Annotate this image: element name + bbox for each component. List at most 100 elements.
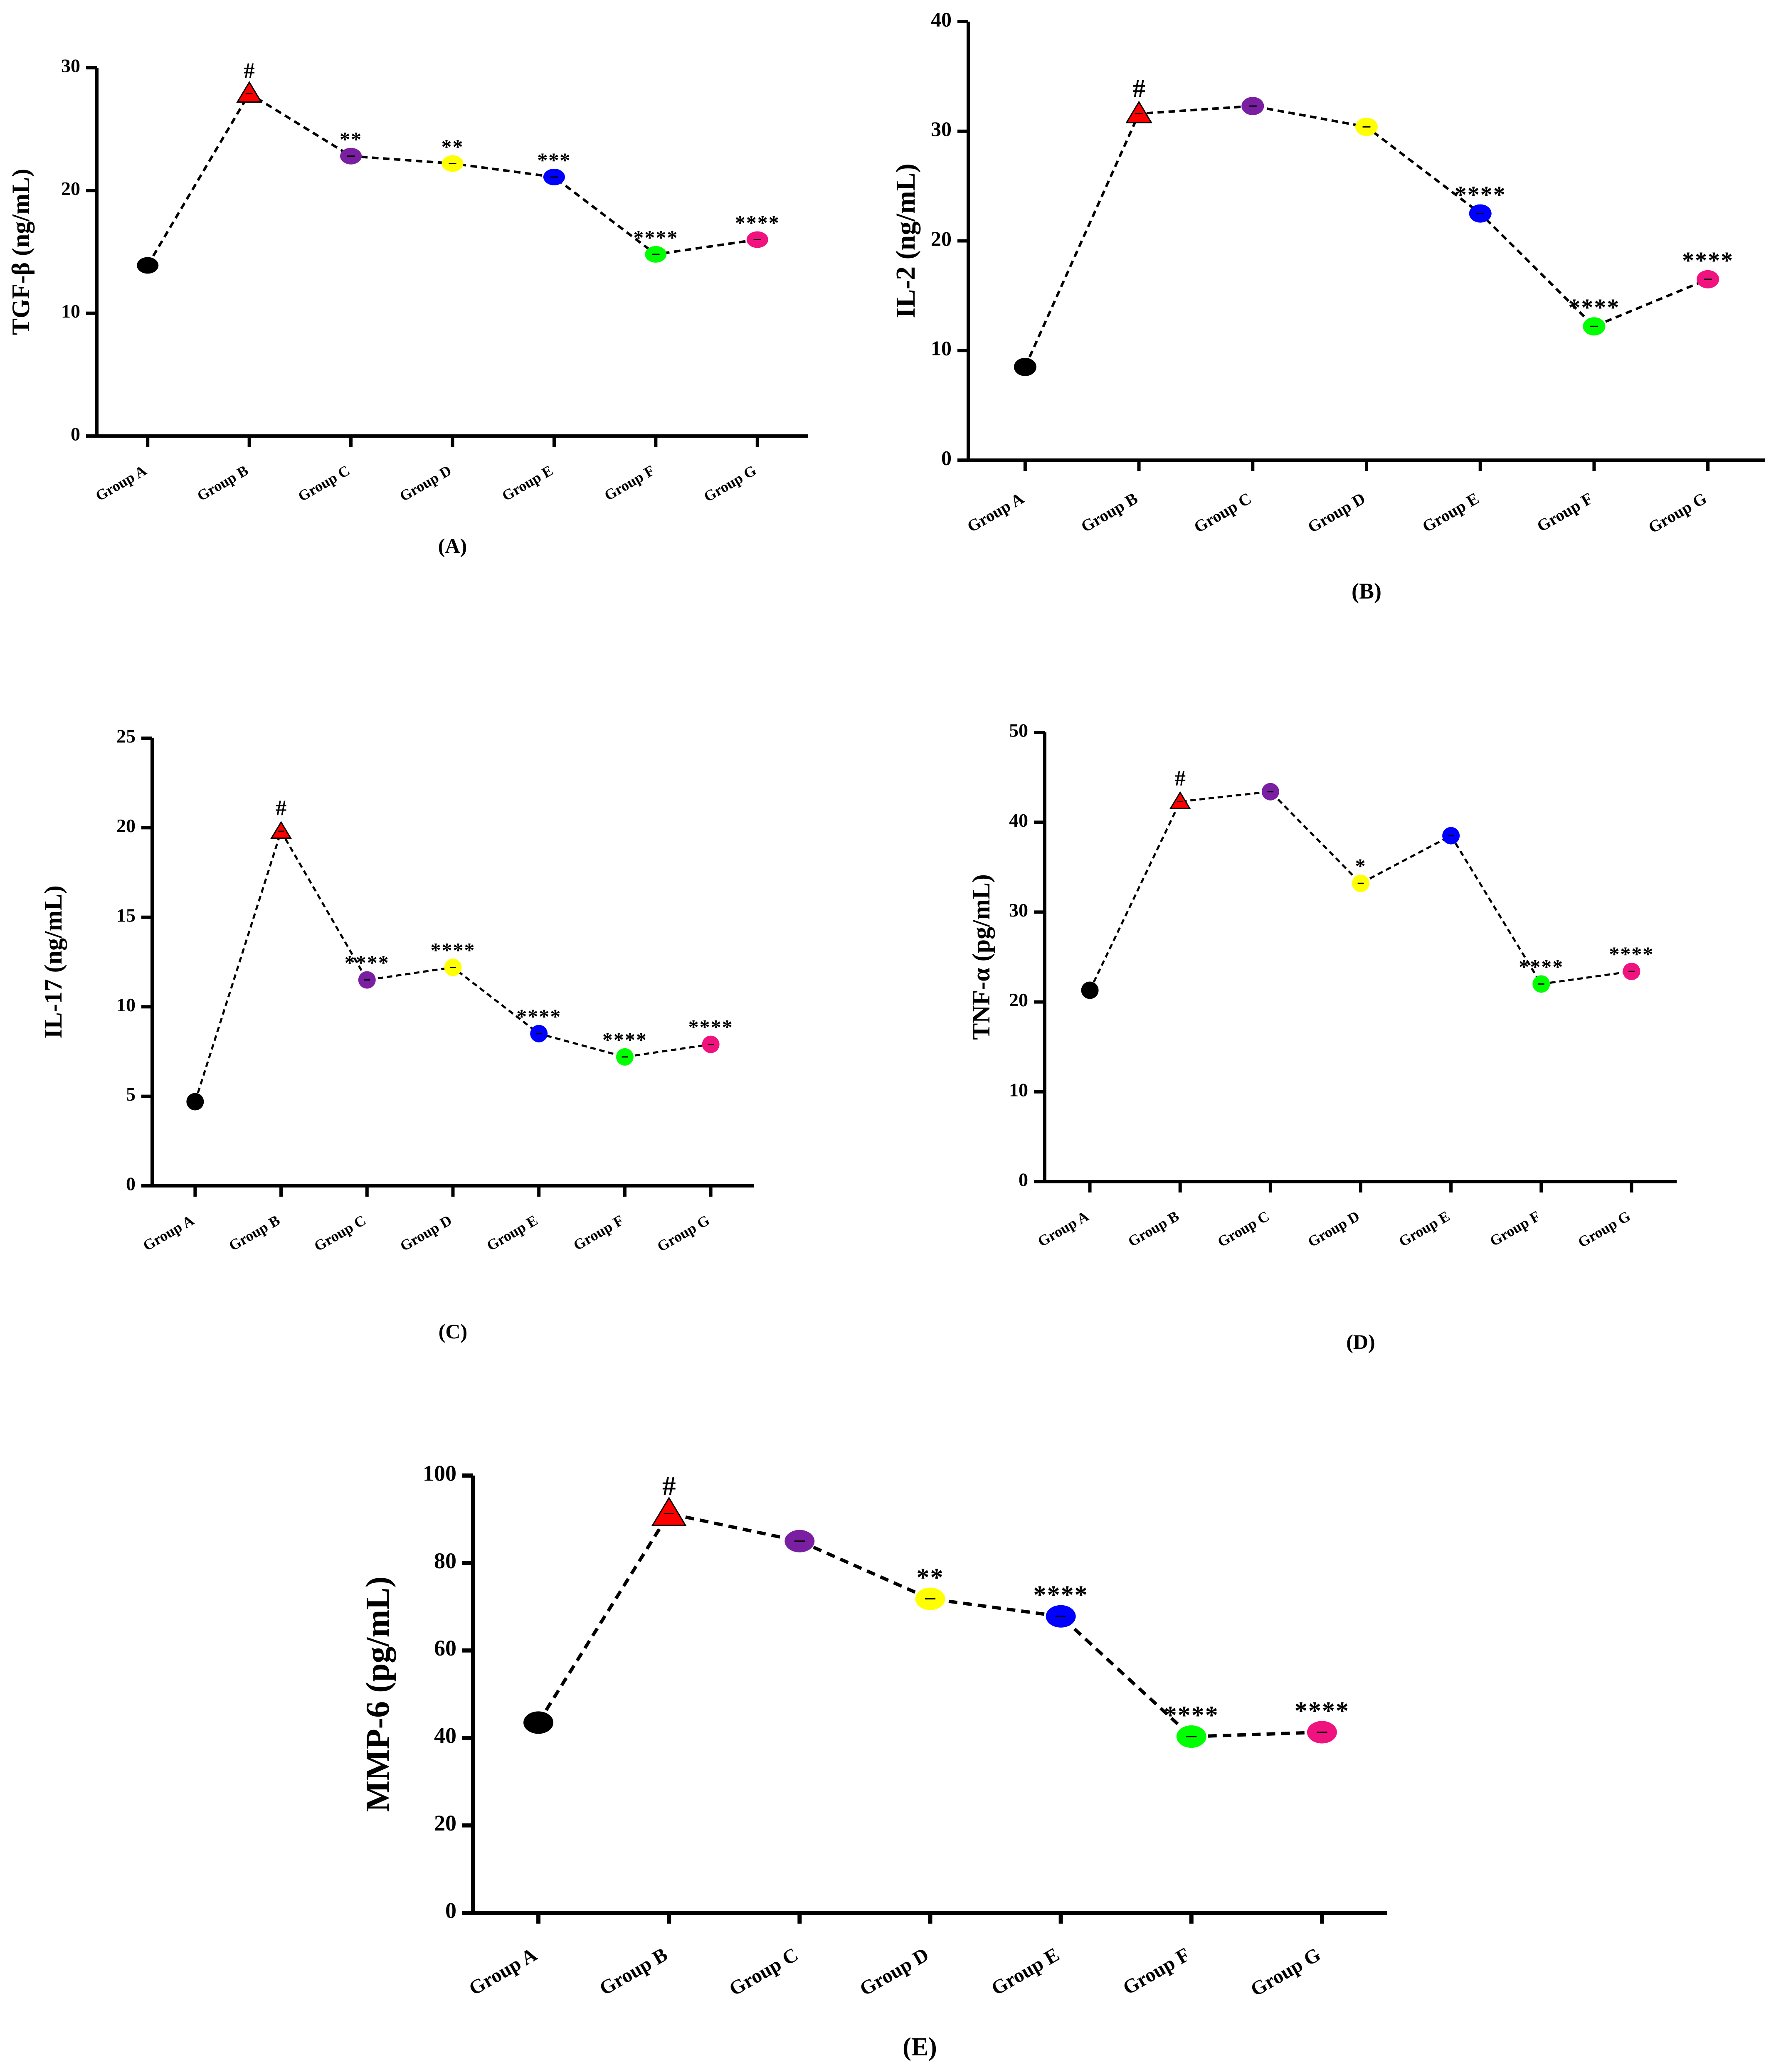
significance-label: ****: [1682, 247, 1734, 274]
y-tick-label: 10: [61, 301, 80, 322]
data-point-group-b: [270, 821, 292, 839]
x-tick-label: Group B: [1078, 489, 1141, 536]
significance-label: ****: [602, 1028, 647, 1051]
significance-label: ****: [735, 211, 780, 234]
data-point-group-b: [236, 81, 262, 103]
significance-label: ****: [1568, 294, 1620, 321]
x-tick-label: Group D: [856, 1944, 932, 2001]
y-tick-label: 10: [931, 337, 952, 360]
significance-label: ****: [688, 1015, 733, 1039]
y-axis-label: IL-17 (ng/mL): [39, 885, 67, 1038]
y-tick-label: 30: [61, 55, 80, 76]
x-tick-label: Group E: [987, 1944, 1063, 2000]
significance-label: **: [442, 135, 464, 158]
chart-panel-b: 0 10 20 30 40 Group A Group B Group C Group D Gro…: [890, 7, 1765, 604]
y-axis-label: TGF-β (ng/mL): [7, 169, 35, 335]
y-tick-label: 0: [71, 424, 80, 445]
x-tick-label: Group A: [140, 1212, 197, 1254]
y-tick-label: 25: [116, 726, 136, 747]
significance-label: ****: [1609, 942, 1654, 966]
x-tick-label: Group C: [1191, 489, 1255, 537]
significance-label: ****: [1295, 1697, 1349, 1725]
y-tick-label: 15: [116, 904, 136, 926]
y-tick-label: 30: [931, 117, 952, 140]
significance-label: **: [340, 128, 362, 151]
x-tick-label: Group F: [602, 462, 658, 504]
x-tick-label: Group A: [93, 462, 149, 504]
x-tick-label: Group G: [1247, 1944, 1324, 2001]
x-tick-label: Group D: [397, 1212, 454, 1254]
x-tick-label: Group E: [1396, 1207, 1453, 1250]
chart-panel-a: 0 10 20 30 Group A Group B Group C Group D Group…: [7, 55, 808, 557]
y-tick-label: 30: [1009, 899, 1028, 921]
x-tick-label: Group C: [1215, 1207, 1272, 1250]
panel-label-a: (A): [438, 534, 467, 557]
significance-label: ****: [431, 938, 476, 961]
x-tick-label: Group B: [226, 1212, 283, 1254]
y-tick-label: 0: [126, 1173, 136, 1195]
chart-panel-e: 0 20 40 60 80 100 Group A Group B Group C Group D…: [360, 1461, 1387, 2061]
y-axis-label: MMP-6 (pg/mL): [360, 1577, 396, 1812]
significance-label: #: [244, 59, 255, 83]
y-tick-label: 20: [1009, 989, 1028, 1010]
x-tick-label: Group G: [701, 462, 759, 505]
data-point-group-b: [651, 1496, 687, 1526]
y-tick-label: 20: [116, 815, 136, 836]
x-tick-label: Group E: [1419, 489, 1482, 536]
significance-label: ****: [516, 1005, 561, 1028]
x-tick-label: Group A: [964, 489, 1027, 536]
x-tick-label: Group E: [484, 1212, 540, 1254]
chart-panel-c: 0 5 10 15 20 25 Group A Group B Group C Group D Gr…: [39, 726, 754, 1343]
y-tick-label: 20: [931, 227, 952, 250]
x-tick-label: Group G: [1575, 1207, 1633, 1251]
y-tick-label: 20: [61, 178, 80, 199]
y-axis-label: IL-2 (ng/mL): [890, 163, 921, 318]
significance-label: ****: [1034, 1581, 1088, 1609]
y-axis-label: TNF-α (pg/mL): [967, 874, 995, 1040]
x-tick-label: Group F: [1487, 1207, 1543, 1249]
series-line: [1024, 105, 1709, 368]
significance-label: ****: [633, 226, 678, 249]
significance-label: ****: [345, 951, 390, 974]
y-tick-label: 0: [1019, 1169, 1028, 1190]
x-tick-label: Group D: [1305, 489, 1369, 537]
y-tick-label: 10: [116, 994, 136, 1015]
y-tick-label: 20: [434, 1811, 456, 1835]
x-tick-label: Group B: [596, 1944, 671, 2000]
x-tick-label: Group A: [465, 1943, 541, 2000]
panel-label-b: (B): [1352, 579, 1381, 604]
x-tick-label: Group B: [194, 462, 251, 504]
y-tick-label: 40: [931, 7, 952, 31]
x-tick-label: Group C: [311, 1212, 369, 1254]
y-tick-label: 40: [434, 1723, 456, 1748]
x-tick-label: Group G: [1645, 489, 1710, 537]
x-tick-label: Group E: [499, 462, 556, 504]
significance-label: ****: [1519, 955, 1564, 978]
panel-label-c: (C): [439, 1320, 467, 1343]
data-point-group-b: [1169, 791, 1191, 809]
x-tick-label: Group D: [1305, 1207, 1362, 1250]
y-tick-label: 0: [941, 446, 952, 469]
significance-label: ****: [1455, 181, 1506, 208]
y-tick-label: 0: [445, 1898, 456, 1923]
significance-label: #: [276, 796, 286, 820]
y-tick-label: 40: [1009, 810, 1028, 831]
significance-label: ****: [1164, 1701, 1219, 1730]
x-tick-label: Group G: [654, 1212, 713, 1255]
x-tick-label: Group D: [397, 462, 454, 505]
x-tick-label: Group A: [1035, 1207, 1091, 1250]
significance-label: **: [917, 1564, 944, 1592]
significance-label: ***: [537, 148, 571, 172]
significance-label: #: [1175, 766, 1186, 790]
x-tick-label: Group F: [570, 1212, 627, 1254]
significance-label: *: [1355, 854, 1367, 877]
x-tick-label: Group C: [295, 462, 353, 505]
y-tick-label: 80: [434, 1548, 456, 1573]
y-tick-label: 10: [1009, 1079, 1028, 1100]
x-tick-label: Group B: [1125, 1207, 1182, 1250]
chart-panel-d: 0 10 20 30 40 50 Group A Group B Group C Group D G…: [967, 720, 1677, 1353]
panel-label-e: (E): [903, 2033, 937, 2061]
x-tick-label: Group C: [725, 1944, 802, 2001]
y-tick-label: 100: [423, 1461, 456, 1486]
